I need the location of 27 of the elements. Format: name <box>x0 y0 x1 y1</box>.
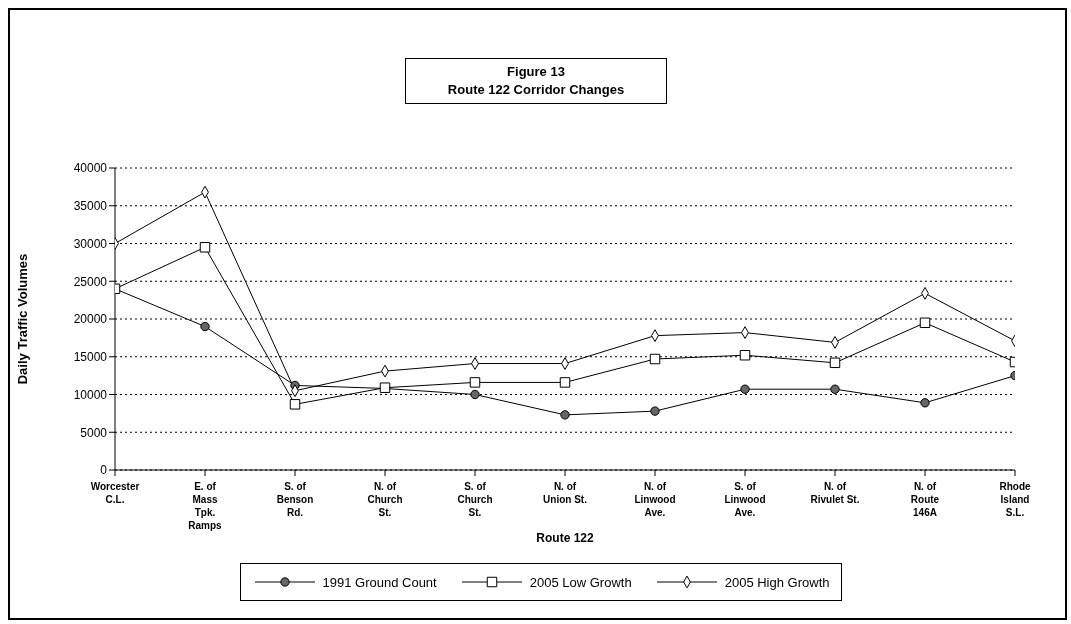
y-tick-label: 0 <box>100 463 108 478</box>
y-tick-label: 20000 <box>73 312 108 327</box>
x-tick-label: N. of Church St. <box>367 481 403 518</box>
y-tick-label: 40000 <box>73 161 108 176</box>
y-tick-label: 25000 <box>73 274 108 289</box>
x-tick-label: S. of Church St. <box>457 481 493 518</box>
y-tick-label: 5000 <box>80 425 108 440</box>
legend-label: 2005 High Growth <box>724 574 830 590</box>
x-tick-label: N. of Rivulet St. <box>810 481 860 505</box>
y-tick-label: 30000 <box>73 236 108 251</box>
legend-label: 1991 Ground Count <box>322 574 437 590</box>
x-tick-label: Rhode Island S.L. <box>999 481 1031 518</box>
x-tick-label: E. of Mass Tpk. Ramps <box>188 481 223 531</box>
x-tick-label: S. of Linwood Ave. <box>724 481 766 518</box>
y-tick-label: 10000 <box>73 387 108 402</box>
y-axis-title: Daily Traffic Volumes <box>14 253 30 385</box>
x-axis-title: Route 122 <box>536 531 594 545</box>
y-tick-label: 15000 <box>73 350 108 365</box>
y-tick-label: 35000 <box>73 199 108 214</box>
chart-subtitle: Route 122 Corridor Changes <box>446 81 626 99</box>
x-tick-label: N. of Linwood Ave. <box>634 481 676 518</box>
x-tick-label: N. of Route 146A <box>910 481 940 518</box>
legend-label: 2005 Low Growth <box>529 574 632 590</box>
x-tick-label: Worcester C.L. <box>90 481 140 505</box>
x-tick-label: N. of Union St. <box>543 481 588 505</box>
chart-title: Figure 13 <box>506 63 566 81</box>
x-tick-label: S. of Benson Rd. <box>276 481 314 518</box>
